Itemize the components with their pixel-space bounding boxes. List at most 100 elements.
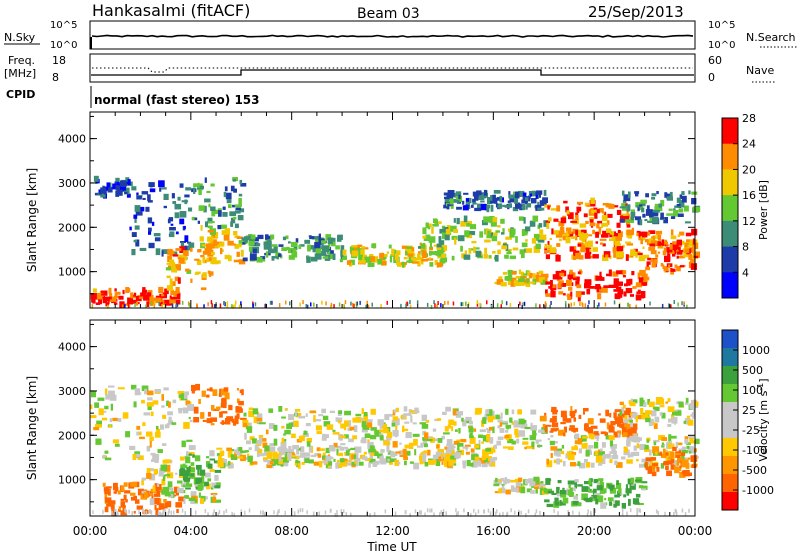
echo-cell [151, 221, 155, 226]
echo-cell [562, 233, 570, 236]
echo-cell [550, 446, 558, 451]
echo-cell [136, 211, 143, 216]
velocity-colorbar-label-unit: [m s [757, 390, 770, 415]
echo-cell [335, 245, 340, 250]
echo-cell [648, 465, 655, 473]
echo-cell [590, 433, 595, 440]
echo-cell [145, 510, 148, 515]
echo-cell [283, 460, 289, 467]
echo-cell [635, 294, 642, 301]
colorbar-swatch [722, 220, 738, 248]
echo-cell [172, 510, 175, 515]
echo-cell [527, 203, 532, 208]
echo-cell [210, 300, 213, 305]
echo-cell [241, 237, 245, 241]
echo-cell [643, 276, 650, 281]
echo-cell [584, 253, 591, 259]
echo-cell [152, 485, 156, 492]
echo-cell [413, 462, 420, 470]
echo-cell [686, 445, 690, 449]
echo-cell [214, 469, 222, 473]
echo-cell [526, 478, 534, 484]
echo-cell [463, 192, 469, 195]
echo-cell [679, 231, 685, 236]
echo-cell [244, 510, 246, 515]
echo-cell [106, 486, 112, 489]
echo-cell [595, 241, 599, 244]
echo-cell [594, 450, 599, 456]
echo-cell [560, 410, 567, 418]
echo-cell [524, 426, 532, 430]
echo-cell [197, 185, 204, 190]
echo-cell [184, 511, 186, 515]
echo-cell [353, 303, 355, 308]
echo-cell [440, 454, 444, 457]
echo-cell [195, 510, 197, 515]
echo-cell [175, 231, 179, 235]
echo-cell [575, 214, 579, 221]
nsearch-tick-top: 10^5 [708, 20, 735, 31]
echo-cell [216, 260, 221, 264]
echo-cell [306, 256, 311, 263]
echo-cell [674, 508, 677, 513]
echo-cell [575, 235, 578, 241]
echo-cell [581, 229, 587, 236]
echo-cell [588, 433, 594, 439]
echo-cell [439, 512, 441, 517]
echo-cell [625, 288, 633, 294]
echo-cell [585, 234, 593, 237]
echo-cell [679, 471, 686, 478]
echo-cell [211, 405, 215, 411]
echo-cell [615, 236, 622, 241]
echo-cell [357, 244, 363, 248]
echo-cell [280, 463, 284, 467]
echo-cell [224, 228, 230, 235]
echo-cell [691, 198, 697, 205]
echo-cell [316, 447, 321, 452]
echo-cell [105, 298, 112, 302]
colorbar-tick-label: -500 [742, 464, 767, 477]
echo-cell [525, 239, 528, 242]
echo-cell [564, 301, 567, 305]
echo-cell [355, 447, 361, 453]
echo-cell [651, 262, 656, 268]
echo-cell [358, 254, 363, 261]
echo-cell [497, 249, 501, 255]
echo-cell [574, 440, 581, 445]
echo-cell [608, 435, 615, 441]
echo-cell [177, 391, 185, 394]
echo-cell [626, 204, 631, 212]
echo-cell [580, 250, 585, 253]
echo-cell [195, 486, 198, 490]
echo-cell [670, 464, 675, 470]
echo-cell [146, 431, 153, 437]
echo-cell [553, 441, 558, 444]
echo-cell [573, 495, 579, 500]
echo-cell [585, 462, 591, 468]
echo-cell [327, 254, 334, 259]
echo-cell [518, 269, 522, 275]
echo-cell [645, 417, 651, 423]
echo-cell [506, 436, 509, 441]
echo-cell [362, 424, 370, 430]
echo-cell [570, 406, 573, 413]
echo-cell [255, 243, 261, 247]
echo-cell [234, 210, 241, 214]
echo-cell [222, 402, 227, 409]
echo-cell [236, 413, 240, 417]
echo-cell [645, 231, 651, 236]
echo-cell [649, 214, 654, 218]
echo-cell [269, 446, 276, 452]
echo-cell [424, 512, 426, 517]
echo-cell [671, 463, 678, 468]
echo-cell [452, 301, 455, 306]
echo-cell [120, 501, 125, 508]
echo-cell [588, 286, 595, 289]
echo-cell [373, 512, 376, 517]
echo-cell [132, 453, 137, 461]
echo-cell [162, 443, 167, 446]
echo-cell [204, 177, 207, 183]
echo-cell [604, 497, 607, 501]
echo-cell [241, 389, 244, 396]
echo-cell [208, 271, 214, 276]
